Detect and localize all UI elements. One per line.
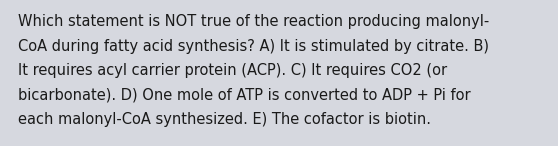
Text: CoA during fatty acid synthesis? A) It is stimulated by citrate. B): CoA during fatty acid synthesis? A) It i…: [18, 39, 489, 53]
Text: each malonyl-CoA synthesized. E) The cofactor is biotin.: each malonyl-CoA synthesized. E) The cof…: [18, 112, 431, 127]
Text: bicarbonate). D) One mole of ATP is converted to ADP + Pi for: bicarbonate). D) One mole of ATP is conv…: [18, 87, 470, 102]
Text: It requires acyl carrier protein (ACP). C) It requires CO2 (or: It requires acyl carrier protein (ACP). …: [18, 63, 447, 78]
Text: Which statement is NOT true of the reaction producing malonyl-: Which statement is NOT true of the react…: [18, 14, 489, 29]
